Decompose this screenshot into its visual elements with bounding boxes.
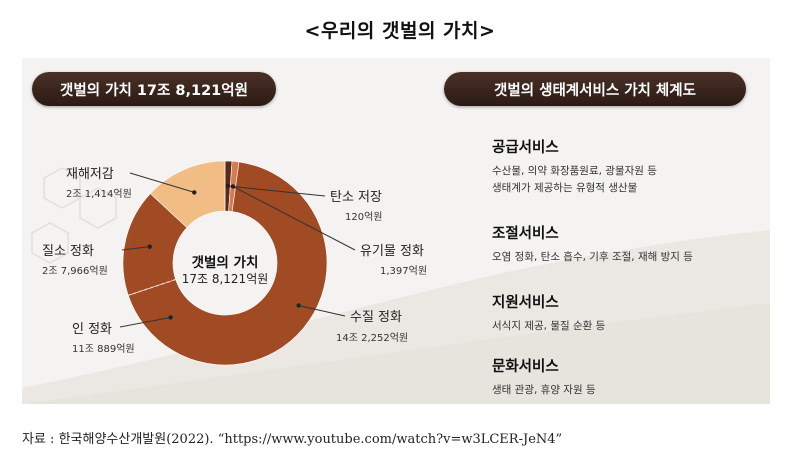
leader-phosphorus-purification xyxy=(119,316,171,328)
label-carbon-storage: 탄소 저장 xyxy=(330,190,382,205)
leader-nitrogen-purification xyxy=(121,246,150,251)
service-supporting-line-1: 서식지 제공, 물질 순환 등 xyxy=(492,320,606,332)
dot-organic-purification xyxy=(230,184,236,189)
label-organic-purification: 유기물 정화 xyxy=(360,244,424,259)
slice-disaster-reduction xyxy=(149,160,226,228)
label-water-purification: 수질 정화 xyxy=(350,310,402,325)
dot-nitrogen-purification xyxy=(147,244,152,249)
chart-banner: 갯벌의 가치 17조 8,121억원 xyxy=(32,72,276,106)
service-cultural-title: 문화서비스 xyxy=(492,359,559,375)
dot-carbon-storage xyxy=(225,183,230,189)
service-cultural: 문화서비스 생태 관광, 휴양 자원 등 xyxy=(492,355,596,399)
service-supply-title: 공급서비스 xyxy=(492,140,559,156)
value-organic-purification: 1,397억원 xyxy=(380,266,428,277)
service-regulating-line-1: 오염 정화, 탄소 흡수, 기후 조절, 재해 방지 등 xyxy=(492,251,693,263)
label-disaster-reduction: 재해저감 xyxy=(66,167,114,182)
value-carbon-storage: 120억원 xyxy=(345,212,383,223)
label-phosphorus-purification: 인 정화 xyxy=(72,322,113,337)
divider-nitrogen-phosphorus xyxy=(128,278,176,296)
dot-disaster-reduction xyxy=(192,190,197,195)
label-nitrogen-purification: 질소 정화 xyxy=(42,244,94,259)
service-supply-line-2: 생태계가 제공하는 유형적 생산물 xyxy=(492,182,638,194)
service-regulating: 조절서비스 오염 정화, 탄소 흡수, 기후 조절, 재해 방지 등 xyxy=(492,222,693,266)
service-cultural-line-1: 생태 관광, 휴양 자원 등 xyxy=(492,384,596,396)
leader-carbon-storage xyxy=(227,185,326,197)
service-supply: 공급서비스 수산물, 의약 화장품원료, 광물자원 등 생태계가 제공하는 유형… xyxy=(492,136,657,197)
value-disaster-reduction: 2조 1,414억원 xyxy=(66,189,132,200)
slice-phosphorus-purification xyxy=(127,161,328,366)
page-title: <우리의 갯벌의 가치> xyxy=(304,20,496,42)
service-regulating-title: 조절서비스 xyxy=(492,226,559,242)
dot-phosphorus-purification xyxy=(168,315,173,320)
leader-organic-purification xyxy=(232,185,356,251)
service-banner: 갯벌의 생태계서비스 가치 체계도 xyxy=(444,72,746,106)
value-phosphorus-purification: 11조 889억원 xyxy=(72,344,135,355)
source-citation: 자료 : 한국해양수산개발원(2022). “https://www.youtu… xyxy=(22,432,563,447)
value-water-purification: 14조 2,252억원 xyxy=(336,333,409,344)
leader-water-purification xyxy=(298,305,346,317)
leader-disaster-reduction xyxy=(129,172,195,193)
dot-water-purification xyxy=(296,303,301,308)
service-supporting-title: 지원서비스 xyxy=(492,295,559,311)
value-nitrogen-purification: 2조 7,966억원 xyxy=(42,266,108,277)
service-supporting: 지원서비스 서식지 제공, 물질 순환 등 xyxy=(492,291,605,335)
donut-center-title: 갯벌의 가치 xyxy=(191,255,259,271)
service-supply-line-1: 수산물, 의약 화장품원료, 광물자원 등 xyxy=(492,165,657,177)
donut-center-value: 17조 8,121억원 xyxy=(181,272,269,286)
